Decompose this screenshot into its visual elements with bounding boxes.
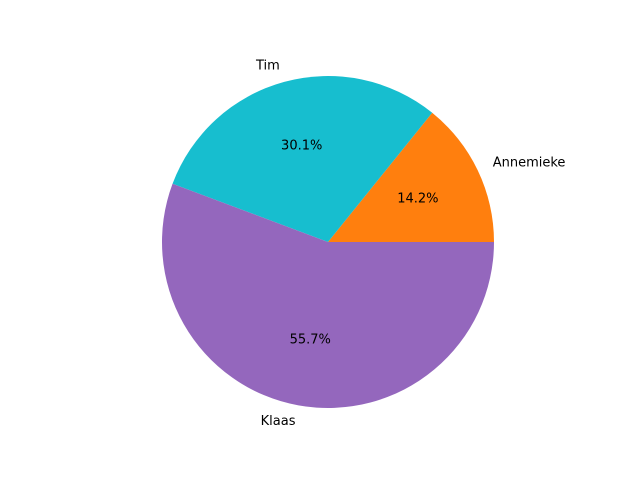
pie-slice-klaas: [162, 183, 494, 409]
pie-label-klaas: Klaas: [261, 414, 296, 429]
pie-label-annemieke: Annemieke: [493, 156, 566, 171]
pie-label-tim: Tim: [255, 58, 280, 73]
pie-pct-label-tim: 30.1%: [281, 138, 322, 153]
labels-layer: 14.2% Annemieke 30.1% Tim 55.7% Klaas: [255, 58, 565, 429]
pie-pct-label-klaas: 55.7%: [290, 333, 331, 348]
pie-slice-annemieke: [328, 112, 494, 242]
pie-pct-label-annemieke: 14.2%: [397, 192, 438, 207]
slices-layer: [162, 75, 494, 409]
pie-slice-tim: [172, 75, 433, 242]
